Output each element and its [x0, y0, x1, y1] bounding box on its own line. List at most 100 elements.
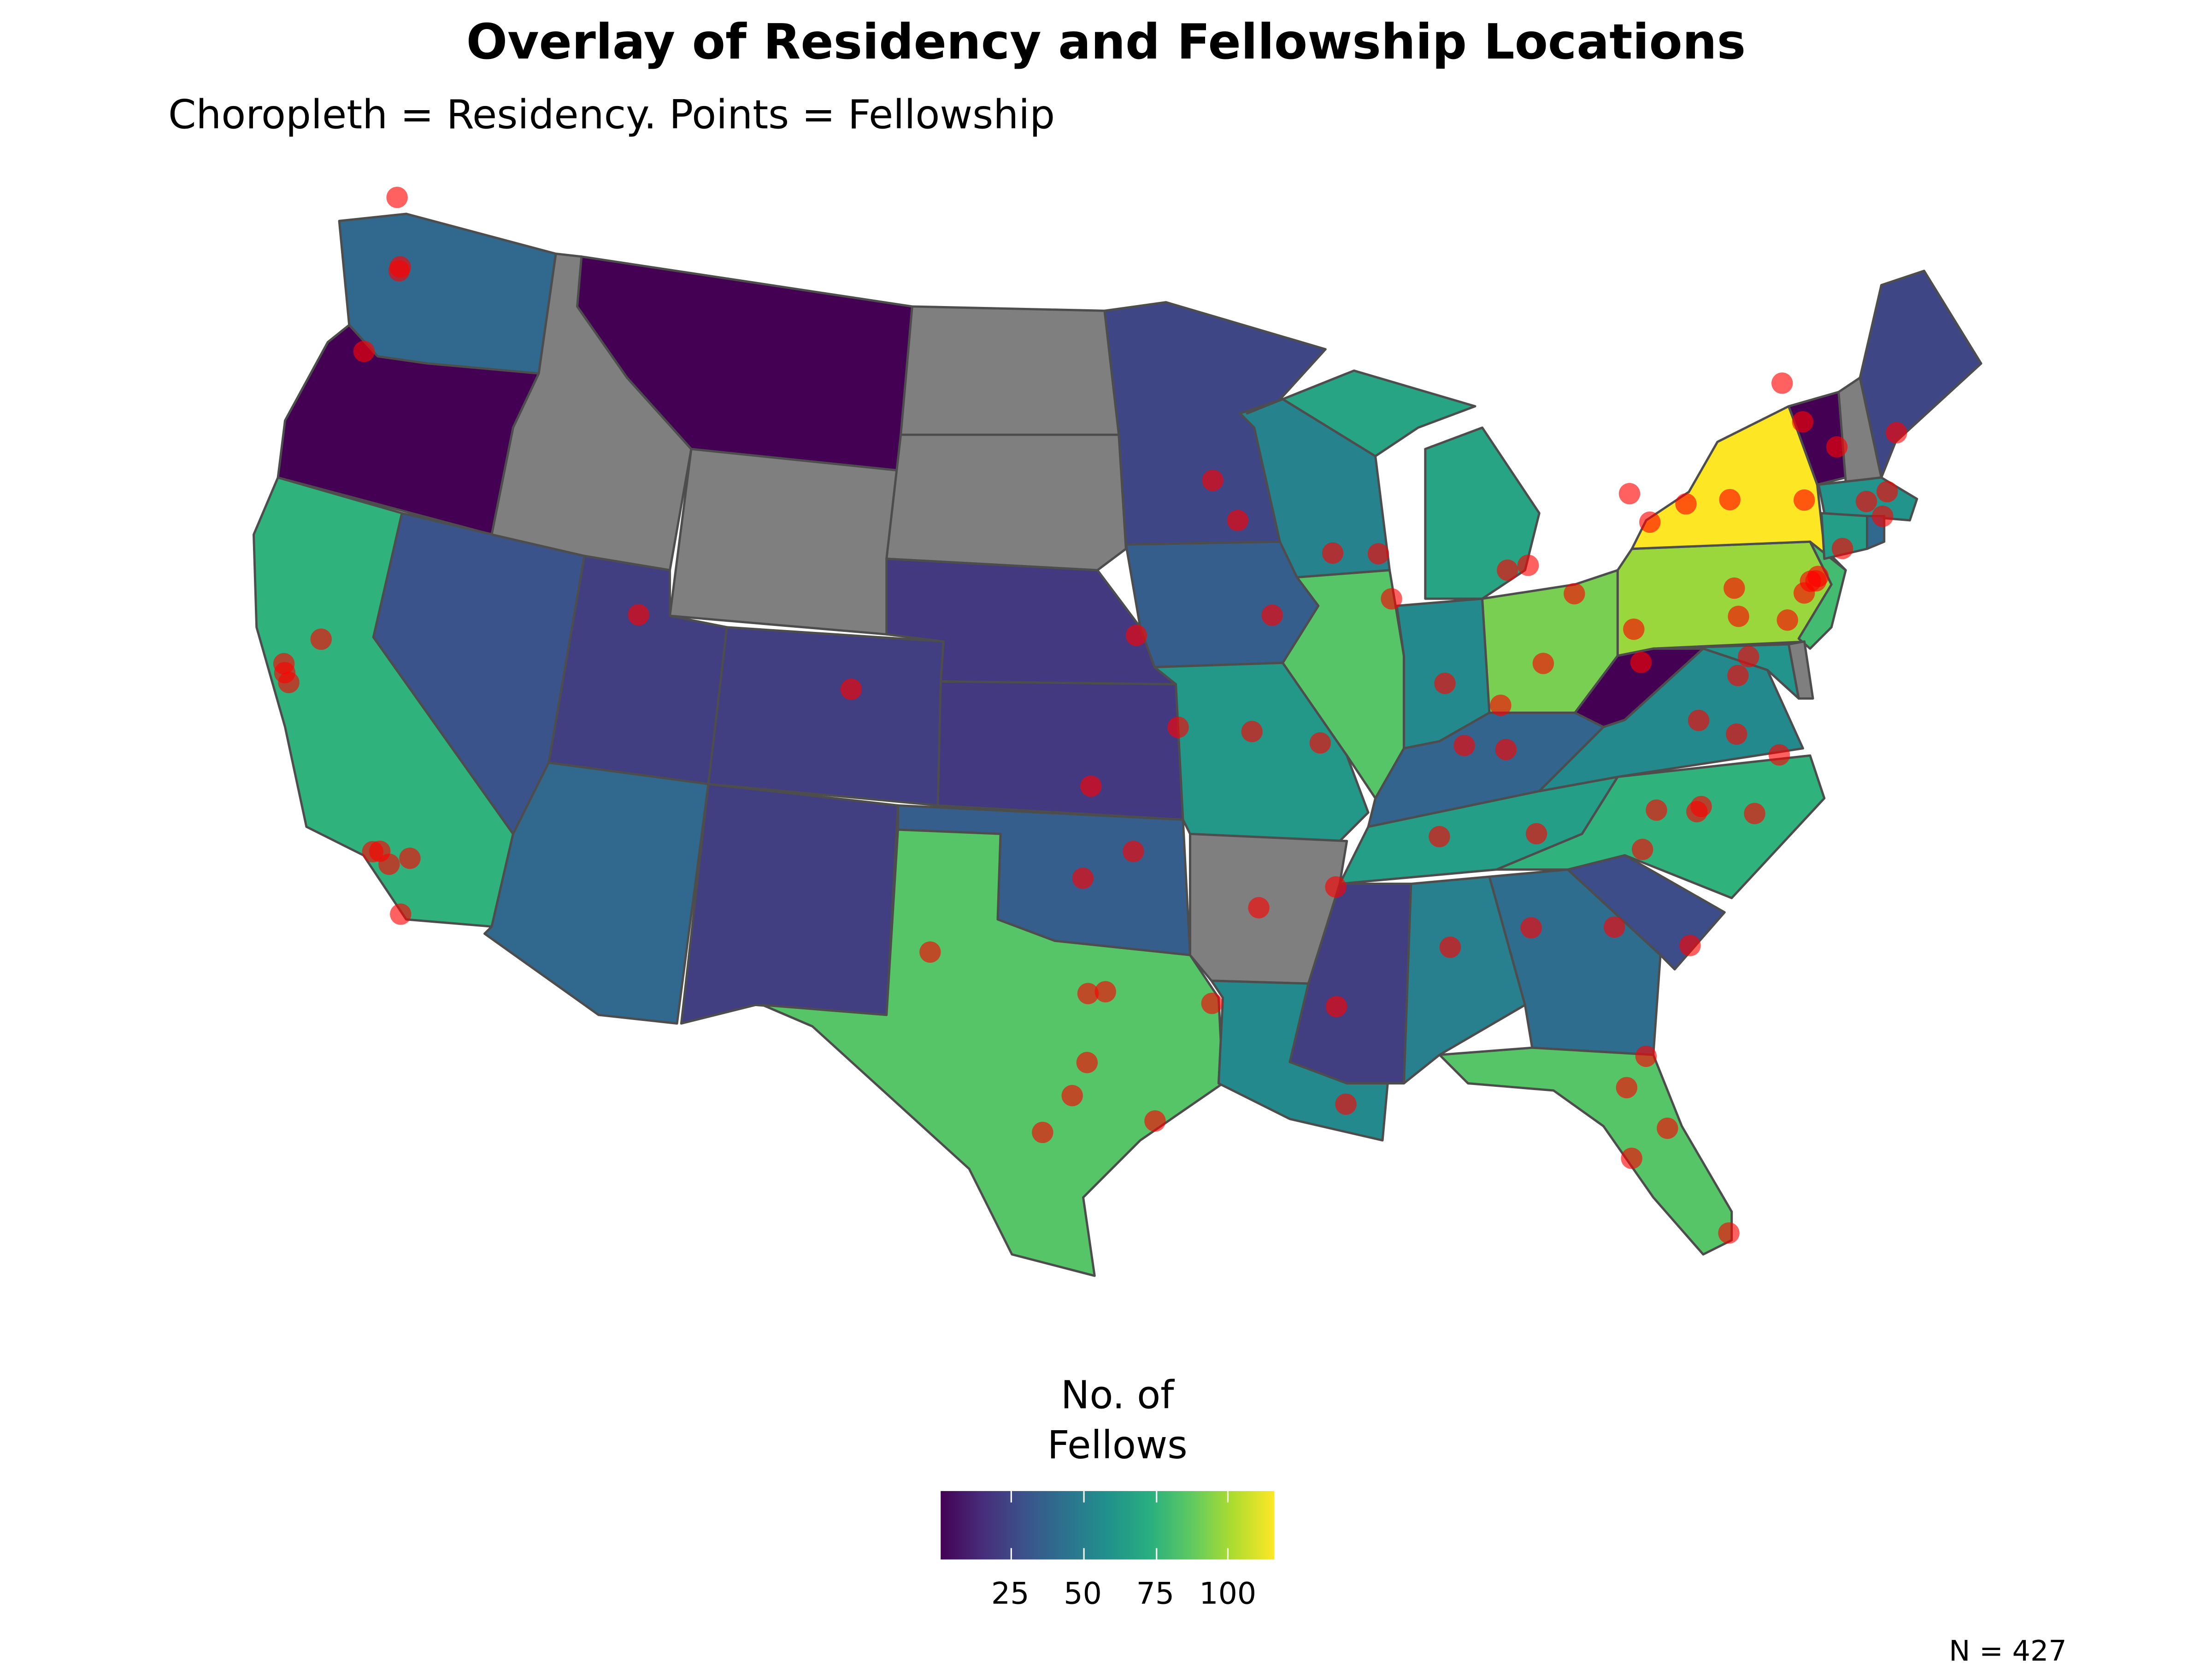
- fellowship-point: [1728, 606, 1749, 627]
- fellowship-point: [1688, 709, 1710, 731]
- fellowship-point: [1322, 542, 1344, 564]
- fellowship-point: [1261, 604, 1283, 626]
- fellowship-point: [386, 187, 408, 208]
- fellowship-point: [1886, 422, 1907, 444]
- fellowship-point: [1793, 489, 1815, 511]
- fellowship-point: [1718, 1222, 1740, 1244]
- legend-tick: [1155, 1491, 1157, 1503]
- fellowship-point: [840, 678, 862, 700]
- fellowship-point: [1453, 735, 1475, 756]
- fellowship-point: [1439, 936, 1461, 958]
- fellowship-point: [919, 941, 941, 963]
- fellowship-point: [353, 341, 375, 362]
- fellowship-point: [1076, 1052, 1098, 1073]
- state-nc: [1495, 754, 1826, 899]
- fellowship-point: [1724, 577, 1745, 599]
- fellowship-point: [1434, 672, 1456, 694]
- fellowship-point: [1616, 1077, 1638, 1099]
- fellowship-point: [274, 662, 296, 684]
- fellowship-point: [1679, 935, 1701, 956]
- fellowship-point: [628, 604, 649, 626]
- state-mi: [1246, 369, 1477, 458]
- fellowship-point: [1517, 554, 1539, 576]
- fellowship-point: [390, 903, 412, 925]
- fellowship-point: [362, 841, 383, 863]
- fellowship-point: [1855, 490, 1877, 513]
- fellowship-point: [1872, 506, 1894, 527]
- fellowship-point: [1826, 436, 1848, 458]
- fellowship-point: [1080, 775, 1102, 797]
- fellowship-point: [378, 853, 400, 875]
- fellowship-point: [399, 847, 421, 869]
- fellowship-point: [1490, 695, 1512, 716]
- fellowship-point: [1309, 732, 1331, 754]
- fellowship-point: [1744, 802, 1765, 825]
- fellowship-point: [1325, 876, 1347, 898]
- legend-tick: [1155, 1548, 1157, 1560]
- legend-tick: [1082, 1548, 1084, 1560]
- fellowship-point: [1525, 823, 1547, 845]
- fellowship-point: [1792, 411, 1813, 433]
- fellowship-point: [1726, 723, 1747, 745]
- fellowship-point: [1727, 665, 1749, 686]
- fellowship-point: [1686, 801, 1708, 823]
- state-wy: [669, 448, 899, 636]
- legend-tick-label: 75: [1136, 1576, 1175, 1611]
- fellowship-point: [1777, 609, 1798, 631]
- fellowship-point: [1201, 992, 1223, 1014]
- fellowship-point: [1793, 582, 1815, 604]
- fellowship-point: [1495, 738, 1517, 760]
- legend-tick-label: 100: [1199, 1576, 1257, 1611]
- legend-tick: [1082, 1491, 1084, 1503]
- fellowship-point: [1675, 493, 1697, 515]
- fellowship-point: [1241, 721, 1263, 743]
- legend-tick-label: 25: [991, 1576, 1030, 1611]
- legend-tick-label: 50: [1064, 1576, 1102, 1611]
- chart-title: Overlay of Residency and Fellowship Loca…: [466, 14, 1746, 71]
- fellowship-point: [1630, 652, 1652, 673]
- fellowship-point: [1381, 588, 1402, 610]
- fellowship-point: [1635, 1045, 1657, 1067]
- fellowship-point: [1072, 867, 1094, 889]
- fellowship-point: [1167, 716, 1189, 738]
- fellowship-point: [1604, 916, 1625, 938]
- state-co: [707, 626, 945, 807]
- state-md: [1652, 643, 1800, 700]
- state-de: [1787, 640, 1814, 700]
- fellowship-point: [1497, 559, 1518, 581]
- fellowship-point: [1719, 489, 1741, 511]
- fellowship-point: [1618, 483, 1641, 505]
- state-ks: [936, 680, 1184, 821]
- fellowship-point: [1125, 625, 1147, 646]
- fellowship-point: [389, 256, 411, 278]
- state-me: [1859, 270, 1983, 479]
- legend-title-line1: No. of: [1060, 1374, 1174, 1419]
- state-nj: [1797, 540, 1847, 650]
- legend-tick: [1228, 1548, 1230, 1560]
- fellowship-point: [1248, 897, 1270, 919]
- fellowship-point: [1077, 983, 1099, 1004]
- legend-colorbar: [941, 1491, 1274, 1560]
- fellowship-point: [1520, 917, 1542, 939]
- legend-title: No. of Fellows: [975, 1371, 1260, 1471]
- fellowship-point: [310, 628, 332, 650]
- chart-subtitle: Choropleth = Residency. Points = Fellows…: [168, 91, 1055, 139]
- fellowship-point: [1532, 653, 1554, 674]
- legend-tick: [1010, 1491, 1012, 1503]
- fellowship-point: [1876, 481, 1898, 502]
- fellowship-point: [1646, 799, 1667, 821]
- fellowship-point: [1335, 1093, 1357, 1115]
- fellowship-point: [1429, 825, 1450, 848]
- fellowship-point: [1032, 1121, 1053, 1143]
- state-sd: [885, 433, 1127, 572]
- fellowship-points-layer: [273, 187, 1907, 1244]
- fellowship-point: [1227, 509, 1248, 531]
- state-tx: [761, 828, 1224, 1277]
- fellowship-point: [1202, 470, 1224, 491]
- fellowship-point: [1325, 996, 1347, 1018]
- fellowship-point: [1639, 511, 1661, 533]
- fellowship-point: [1631, 838, 1653, 861]
- state-layer: [253, 212, 1983, 1277]
